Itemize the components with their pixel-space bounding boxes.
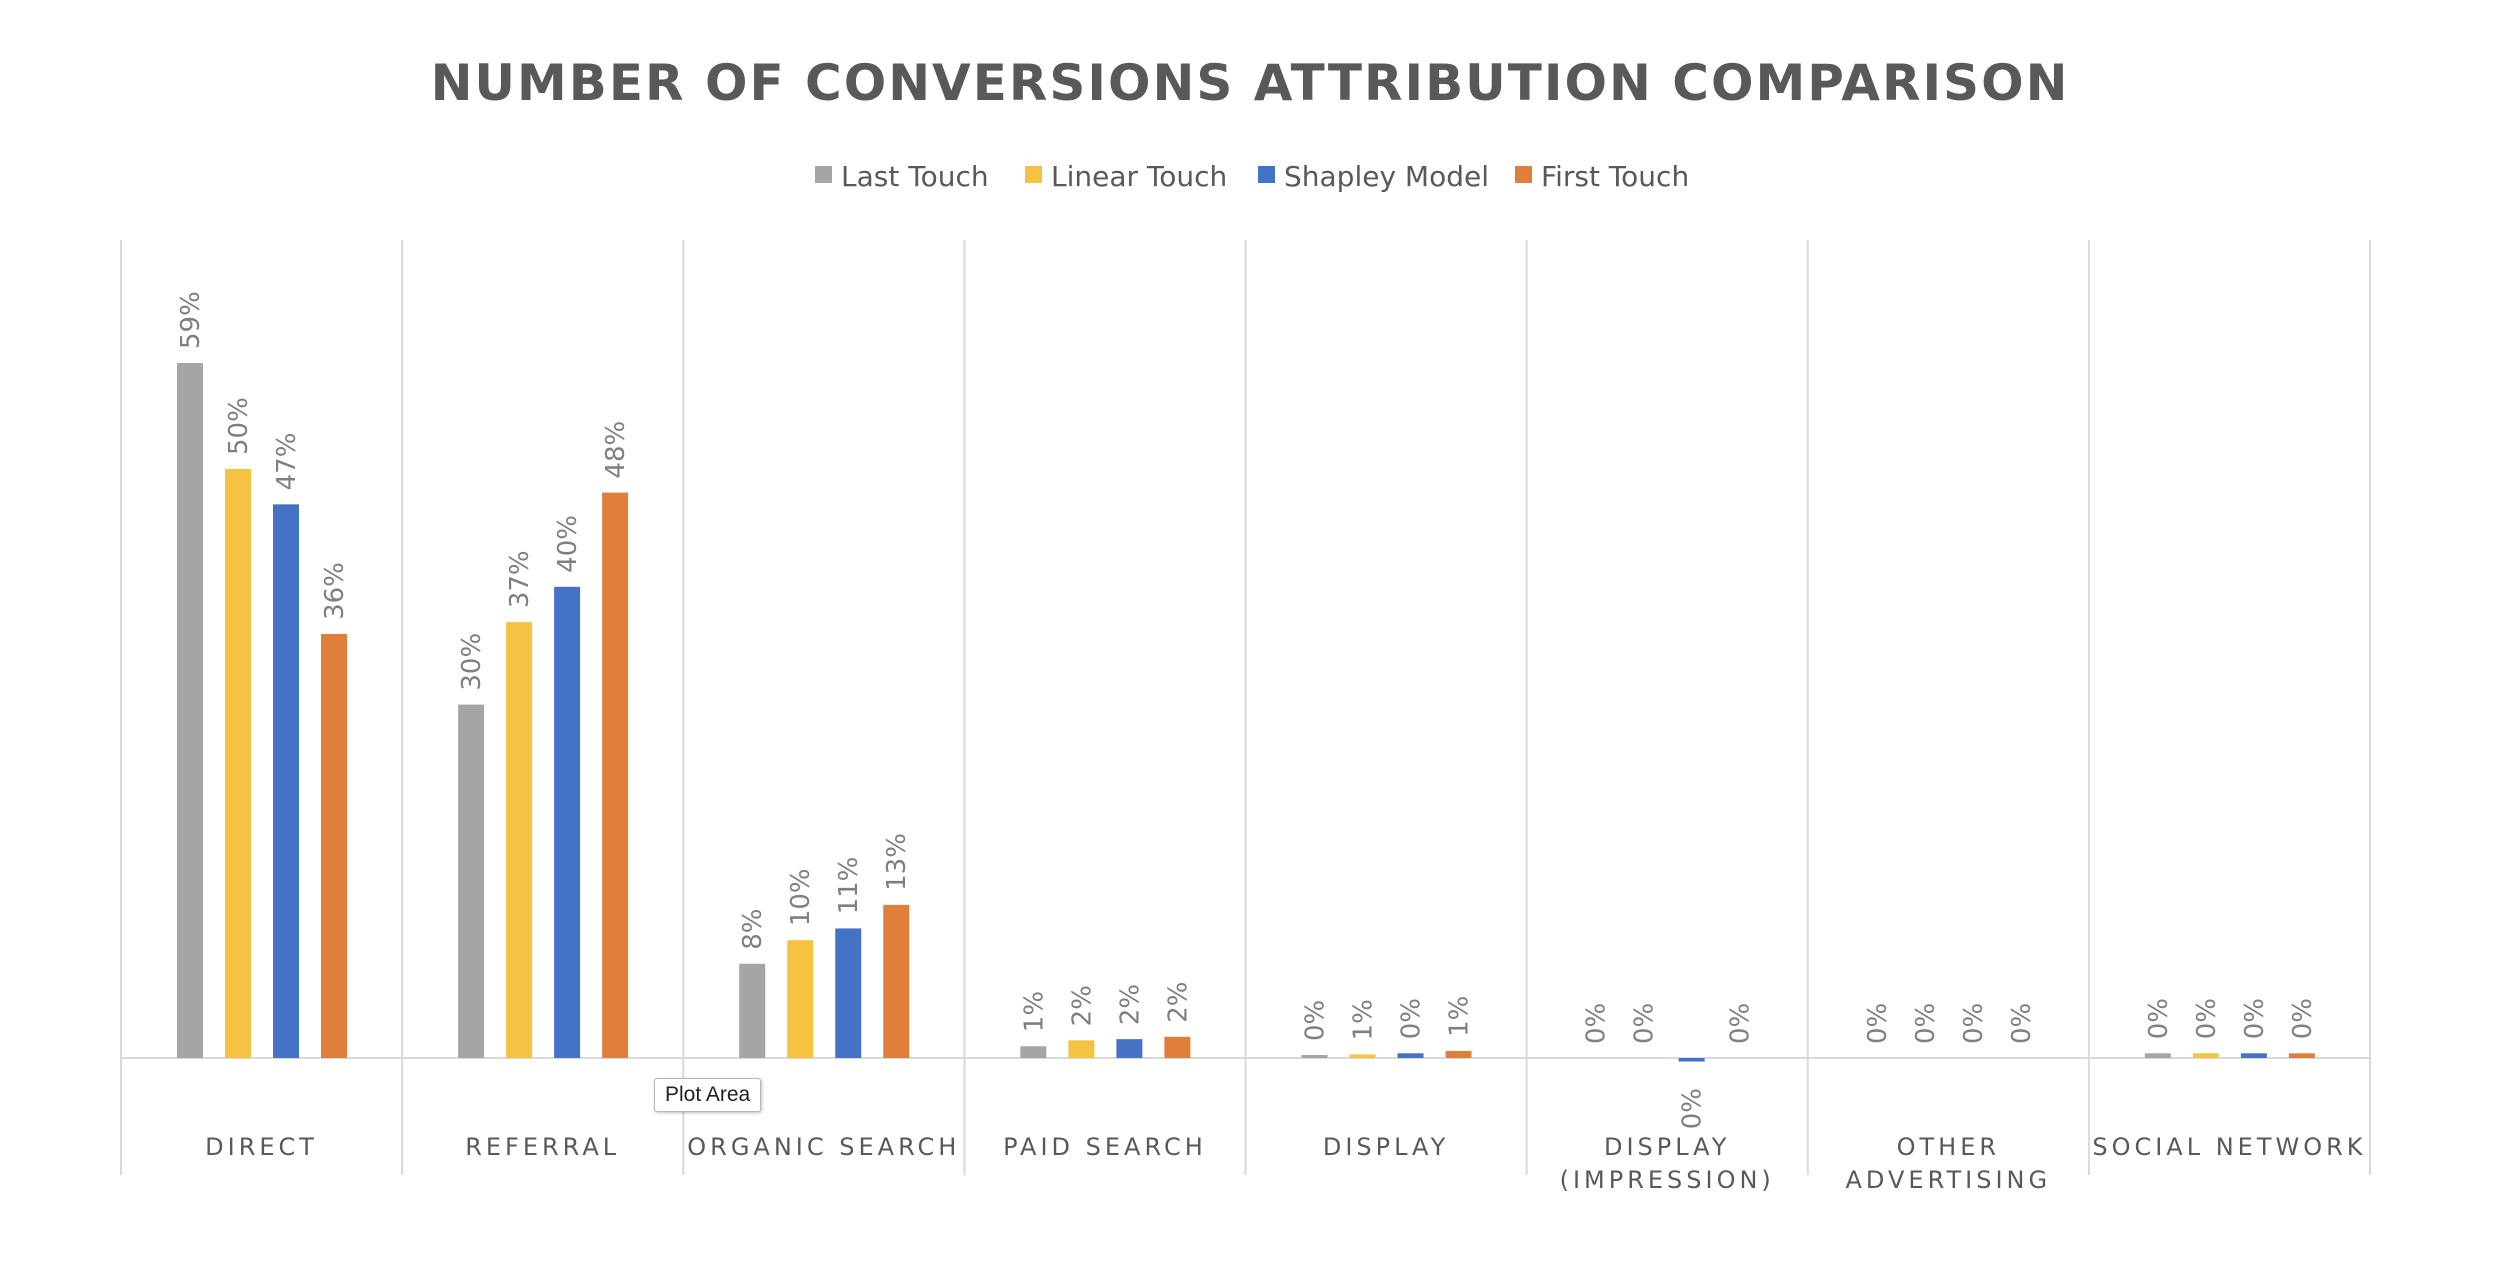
data-label: 1% [1445,996,1475,1037]
bar [2240,1053,2267,1058]
bar [458,704,485,1058]
data-label: 0% [1630,1003,1660,1044]
bars [177,363,2315,1062]
data-label: 37% [505,550,535,608]
bar [2144,1053,2171,1058]
legend-item-linear-touch: Linear Touch [1025,160,1227,193]
bar [2288,1053,2315,1058]
data-label: 10% [786,868,816,926]
bar [883,904,910,1058]
bar [1116,1039,1143,1058]
data-label: 8% [738,909,768,950]
legend-label: First Touch [1541,160,1689,193]
legend-swatch [815,166,832,183]
category-label: DIRECT [205,1133,318,1161]
data-label: 2% [1115,984,1145,1025]
data-label: 30% [457,633,487,691]
plot-area-tooltip: Plot Area [654,1078,762,1112]
legend-label: Shapley Model [1284,160,1489,193]
data-label: 59% [176,291,206,349]
data-label: 40% [553,515,583,573]
data-label: 0% [1911,1003,1941,1044]
data-label: 2% [1163,982,1193,1023]
data-label: 0% [1582,1003,1612,1044]
bar [506,622,533,1058]
category-label-line: DISPLAY [1604,1133,1730,1161]
bar [1020,1046,1047,1058]
category-label: REFERRAL [465,1133,620,1161]
legend-label: Linear Touch [1051,160,1227,193]
category-dividers [120,240,2371,1175]
category-label-line: DISPLAY [1323,1133,1449,1161]
legend: Last Touch Linear Touch Shapley Model First… [815,160,1689,193]
category-label-line: REFERRAL [465,1133,620,1161]
data-label: 47% [272,433,302,491]
category-labels: DIRECT REFERRAL ORGANIC SEARCH PAID SEARCH D… [205,1133,2366,1194]
data-label: 0% [1301,1000,1331,1041]
data-label: 2% [1067,985,1097,1026]
bar [787,940,814,1058]
data-label: 13% [882,833,912,891]
category-label-line: ORGANIC SEARCH [687,1133,960,1161]
bar [2192,1053,2219,1058]
bar [1349,1054,1376,1058]
data-label: 0% [2144,998,2174,1039]
bar [225,469,251,1058]
data-label: 11% [834,857,864,915]
legend-item-first-touch: First Touch [1515,160,1689,193]
category-label: ORGANIC SEARCH [687,1133,960,1161]
bar [1678,1058,1705,1062]
category-label: DISPLAY [1323,1133,1449,1161]
legend-swatch [1025,166,1042,183]
data-label: 50% [224,397,254,455]
data-label: 0% [1863,1003,1893,1044]
bar [1445,1050,1472,1058]
data-label: 36% [320,562,350,620]
category-label: SOCIAL NETWORK [2092,1133,2366,1161]
data-label: 1% [1349,999,1379,1040]
legend-item-shapley-model: Shapley Model [1258,160,1489,193]
category-label: OTHER ADVERTISING [1846,1133,2052,1194]
category-label: DISPLAY (IMPRESSION) [1560,1133,1775,1194]
data-label: 0% [2007,1003,2037,1044]
legend-label: Last Touch [841,160,989,193]
category-label-line: (IMPRESSION) [1560,1166,1775,1194]
data-labels: 59% 50% 47% 36% 30% 37% 40% 48% 8% 10% 11% 13% 1% 2% 2… [176,291,2318,1129]
category-label-line: SOCIAL NETWORK [2092,1133,2366,1161]
bar [1068,1040,1095,1058]
data-label: 48% [601,421,631,479]
bar [273,504,299,1058]
data-label: 0% [1726,1003,1756,1044]
legend-item-last-touch: Last Touch [815,160,989,193]
data-label: 1% [1019,991,1049,1032]
bar [1397,1053,1424,1058]
legend-swatch [1258,166,1275,183]
category-label-line: PAID SEARCH [1003,1133,1207,1161]
data-label: 0% [1397,998,1427,1039]
data-label: 0% [2288,998,2318,1039]
bar [321,633,347,1058]
bar [554,586,581,1058]
bar [1164,1036,1191,1058]
bar [177,363,203,1058]
category-label-line: ADVERTISING [1846,1166,2052,1194]
bar [602,492,629,1058]
chart-title: NUMBER OF CONVERSIONS ATTRIBUTION COMPAR… [431,54,2070,112]
legend-swatch [1515,166,1532,183]
category-label-line: OTHER [1897,1133,2000,1161]
bar [1301,1055,1328,1058]
data-label: 0% [1959,1003,1989,1044]
data-label: 0% [2192,998,2222,1039]
data-label: 0% [1678,1088,1708,1129]
category-label-line: DIRECT [205,1133,318,1161]
category-label: PAID SEARCH [1003,1133,1207,1161]
data-label: 0% [2240,998,2270,1039]
bar [739,963,766,1058]
bar [835,928,862,1058]
